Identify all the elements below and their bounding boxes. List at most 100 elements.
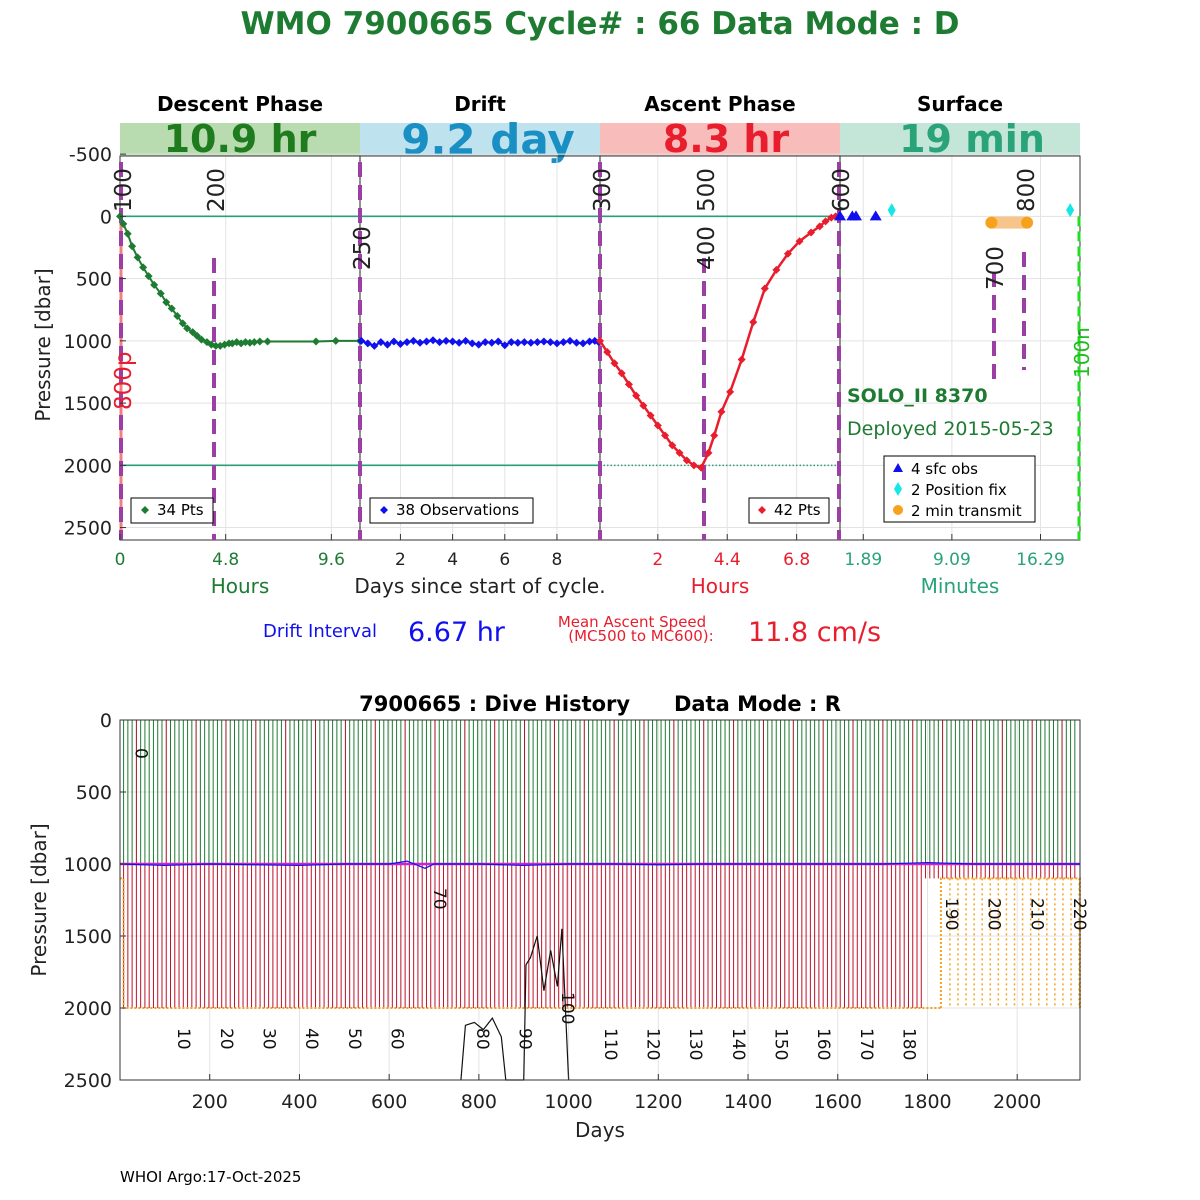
data-point [363,339,372,348]
legend-text-descent: 34 Pts [157,501,204,519]
transmit-marker [985,216,998,229]
data-point [579,339,588,348]
profile-outline [120,877,941,1009]
data-point [624,380,633,389]
ytick-label: 500 [76,782,112,804]
transmit-marker [1021,216,1034,229]
data-point [559,338,568,347]
float-model: SOLO_II 8370 [847,385,988,407]
xtick-label: 9.6 [318,550,345,570]
data-point [653,421,662,430]
legend-text-position-fix: 2 Position fix [911,481,1007,499]
cycle-label: 50 [344,1028,364,1050]
data-point [632,391,641,400]
data-point [689,461,698,470]
data-point [178,319,187,328]
data-point [585,337,594,346]
mc-label: 100n [1070,327,1094,378]
data-point [442,336,451,345]
data-point [139,263,148,272]
data-point [513,338,522,347]
xtick-label: 6.8 [783,550,810,570]
data-point [162,298,171,307]
phase-name-surface: Surface [917,92,1003,116]
data-point [416,338,424,347]
phase-name-descent: Descent Phase [157,92,323,116]
data-point [383,340,392,349]
xtick-label: 4.8 [212,550,239,570]
position-fix-marker [887,203,896,218]
data-point [167,304,176,313]
data-point [429,336,438,345]
phase-name-drift: Drift [454,92,506,116]
xtick-label: 1000 [544,1091,592,1113]
xtick-label: 1.89 [844,550,882,570]
cycle-label: 190 [941,898,961,930]
xtick-label: 9.09 [933,550,971,570]
dive-history-xlabel: Days [575,1118,625,1142]
data-point [726,387,735,396]
legend-surface: 4 sfc obs 2 Position fix 2 min transmit [883,455,1036,523]
data-point [455,338,464,347]
data-point [474,340,483,349]
series-line-ascent [598,215,840,470]
ytick-label: 1500 [64,393,112,415]
data-point [487,338,496,347]
cycle-label: 100 [557,992,577,1024]
legend-text-ascent: 42 Pts [774,501,821,519]
xtick-label: 8 [552,550,563,570]
data-point [173,311,182,320]
data-point [123,229,132,238]
cycle-label: 200 [984,898,1004,930]
dive-history-title: 7900665 : Dive History Data Mode : R [359,692,841,716]
legend-marker-descent [141,506,149,514]
legend-marker-transmit [893,505,903,515]
xtick-label: 1800 [903,1091,951,1113]
data-point [402,338,411,347]
cycle-plot: Descent Phase Drift Ascent Phase Surface… [31,92,1094,598]
data-point [128,242,137,251]
cycle-label: 0 [131,748,151,759]
legend-marker-position-fix [894,482,902,496]
ytick-label: 2500 [64,518,112,540]
data-point [481,338,490,347]
ascent-speed-value: 11.8 cm/s [748,617,881,648]
phase-name-ascent: Ascent Phase [644,92,795,116]
xtick-label: 16.29 [1016,550,1065,570]
dive-history-frame [119,719,1081,1081]
legend-text-sfc-obs: 4 sfc obs [911,460,978,478]
sfc-obs-marker [869,210,882,221]
data-point [572,338,581,347]
xtick-label: 1600 [814,1091,862,1113]
data-point [646,411,655,420]
cycle-label: 30 [259,1028,279,1050]
mc-label: 500 [694,168,720,212]
cycle-label: 180 [898,1028,918,1060]
ytick-label: -500 [69,144,112,166]
data-point [448,337,457,346]
xlabel-surface: Minutes [921,574,1000,598]
data-point [376,338,385,347]
xtick-label: 0 [115,550,126,570]
mc-label: 100 [111,168,137,212]
xtick-label: 6 [499,550,510,570]
data-point [603,348,612,357]
data-point [500,341,509,350]
data-point [617,369,626,378]
data-point [760,284,769,293]
data-point [795,237,804,246]
xlabel-ascent: Hours [691,574,750,598]
cycle-label: 210 [1026,898,1046,930]
data-point [150,280,159,289]
xtick-label: 2000 [993,1091,1041,1113]
legend-marker-drift [380,506,388,514]
mc-label: 300 [590,168,616,212]
figure-title: WMO 7900665 Cycle# : 66 Data Mode : D [240,6,959,42]
cycle-plot-series [116,203,1075,472]
data-point [566,336,574,345]
ytick-label: 2000 [64,455,112,477]
ascent-speed-sublabel: (MC500 to MC600): [568,627,713,645]
mc-label: 800 [1014,168,1040,212]
data-point [552,339,561,348]
